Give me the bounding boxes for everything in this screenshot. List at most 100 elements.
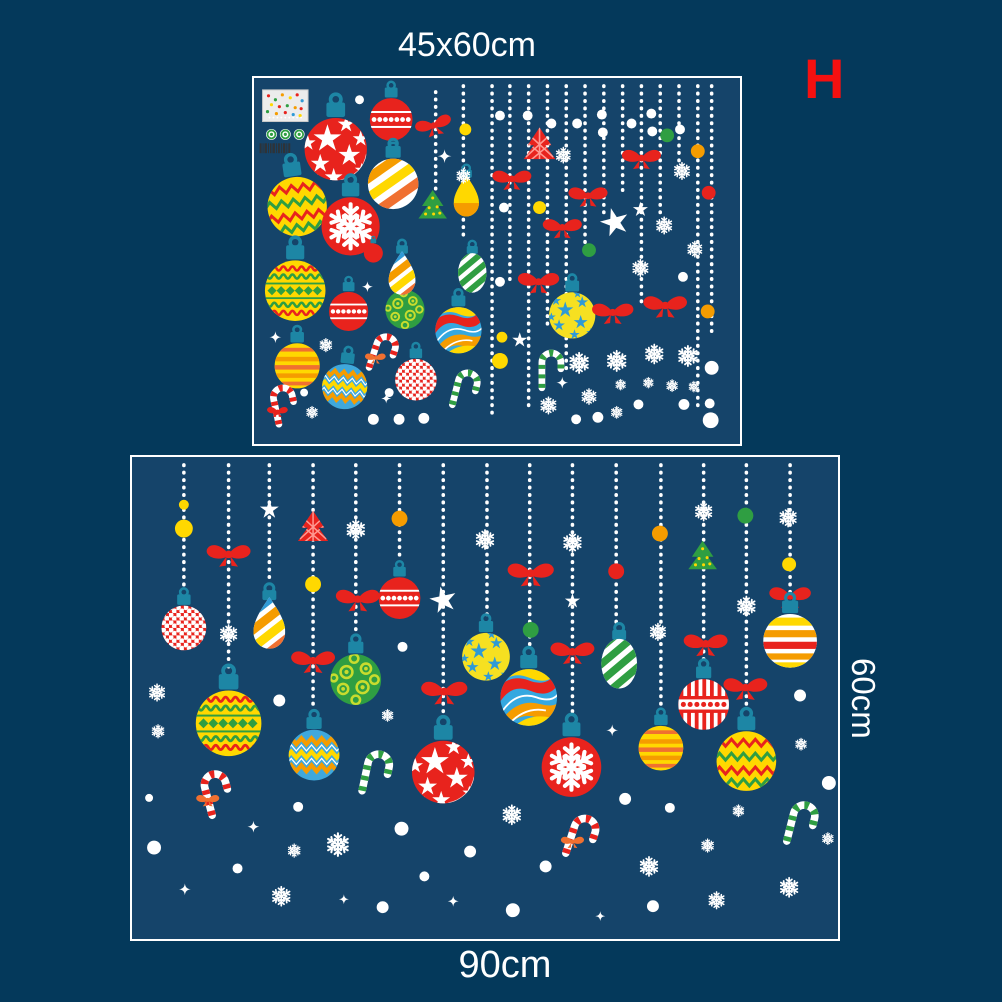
snowflake-sticker <box>737 597 756 616</box>
dot-sticker <box>459 123 472 136</box>
dot-sticker <box>675 124 685 135</box>
ball-hstripe-multi-sticker <box>763 593 817 667</box>
ball-circles-green-sticker <box>330 635 381 705</box>
snowflake-sticker <box>540 397 557 414</box>
dot-sticker <box>496 331 508 343</box>
ball-stars-red-sticker <box>407 717 476 808</box>
dot-sticker <box>596 109 607 120</box>
snowflake-sticker <box>732 805 744 817</box>
snowflake-sticker <box>678 346 698 366</box>
ball-hstripe-yellow-sticker <box>275 326 320 388</box>
ball-swirl-sticker <box>428 289 489 362</box>
bow-sticker <box>492 170 532 190</box>
dot-sticker <box>651 525 668 542</box>
dot-sticker <box>391 510 408 527</box>
bars-sticker <box>259 143 291 154</box>
snowflake-sticker <box>569 353 589 373</box>
snowflake-sticker <box>563 533 582 552</box>
dot-sticker <box>678 398 690 410</box>
star5-sticker <box>260 500 279 518</box>
snowflake-sticker <box>632 260 649 277</box>
dot-sticker <box>678 271 688 282</box>
star5-sticker <box>597 204 631 237</box>
card-sticker <box>262 89 309 123</box>
bow-sticker <box>683 634 728 657</box>
snowflake-sticker <box>502 805 521 824</box>
snowflake-sticker <box>306 406 318 418</box>
bow-sticker <box>335 589 380 612</box>
bow-sticker <box>517 272 560 294</box>
sparkle-sticker <box>339 894 349 904</box>
dot-sticker <box>619 792 632 805</box>
snowflake-sticker <box>151 725 164 738</box>
bow-sticker <box>568 187 608 207</box>
size-label-side: 60cm <box>845 658 882 739</box>
dot-sticker <box>464 845 477 858</box>
snowflake-sticker <box>319 339 332 352</box>
snowflake-sticker <box>639 857 658 876</box>
star5-sticker <box>427 584 458 614</box>
dot-sticker <box>293 801 304 812</box>
snowflake-sticker <box>220 625 238 643</box>
dot-sticker <box>646 900 659 913</box>
size-label-bottom: 90cm <box>458 944 552 986</box>
candycane-green-sticker <box>452 371 479 409</box>
snowflake-sticker <box>687 241 703 256</box>
snowflake-sticker <box>555 147 571 162</box>
dot-sticker <box>597 127 608 138</box>
dot-sticker <box>305 576 322 593</box>
dot-sticker <box>794 689 807 702</box>
dot-sticker <box>626 118 637 129</box>
dot-sticker <box>495 276 505 287</box>
dot-sticker <box>572 118 583 129</box>
snowflake-sticker <box>149 684 166 701</box>
ball-stars-yellow-sticker <box>460 615 510 682</box>
dot-sticker <box>232 863 243 874</box>
dot-sticker <box>522 110 533 121</box>
ball-snowflake-red-sticker <box>542 714 602 796</box>
candycane-green-sticker <box>362 752 391 795</box>
candycane-green-sticker <box>787 803 817 846</box>
dot-sticker <box>355 95 364 105</box>
dot-sticker <box>498 202 509 213</box>
snowflake-sticker <box>475 530 494 549</box>
candycane-red-sticker <box>369 334 398 373</box>
dot-sticker <box>505 903 520 918</box>
dot-sticker <box>174 519 193 538</box>
tree-green-sticker <box>418 189 447 219</box>
bow-sticker <box>421 681 468 705</box>
dot-sticker <box>704 398 715 409</box>
dot-sticker <box>419 871 430 882</box>
snowflake-sticker <box>606 351 626 371</box>
dot-sticker <box>273 694 286 707</box>
snowflake-sticker <box>326 833 349 856</box>
dot-sticker <box>646 108 657 119</box>
ball-polka-red-sticker <box>162 588 207 650</box>
ball-zigzag-blue-sticker <box>286 710 342 780</box>
snowflake-sticker <box>272 887 291 906</box>
snowflake-sticker <box>382 709 394 721</box>
snowflake-sticker <box>581 389 597 404</box>
star5-sticker <box>512 332 527 346</box>
snowflake-sticker <box>674 163 691 180</box>
tree-green-sticker <box>688 540 717 570</box>
sparkle-sticker <box>606 724 618 736</box>
ball-wavy-yellow-sticker <box>194 665 263 756</box>
variant-letter: H <box>804 47 845 110</box>
sparkle-sticker <box>438 149 452 163</box>
tree-red-sticker <box>298 509 328 543</box>
dot-sticker <box>664 802 675 813</box>
sparkle-sticker <box>247 821 259 833</box>
dot-sticker <box>384 388 394 398</box>
badge-sticker <box>292 128 306 141</box>
sparkle-sticker <box>269 331 281 343</box>
dot-sticker <box>495 110 505 121</box>
ball-hstripe-yellow-sticker <box>639 709 684 771</box>
dot-sticker <box>492 352 508 369</box>
snowflake-sticker <box>666 380 678 392</box>
dot-sticker <box>660 128 675 143</box>
dot-sticker <box>394 821 409 836</box>
dot-sticker <box>608 563 625 580</box>
dot-sticker <box>582 243 596 258</box>
dot-sticker <box>546 118 557 129</box>
